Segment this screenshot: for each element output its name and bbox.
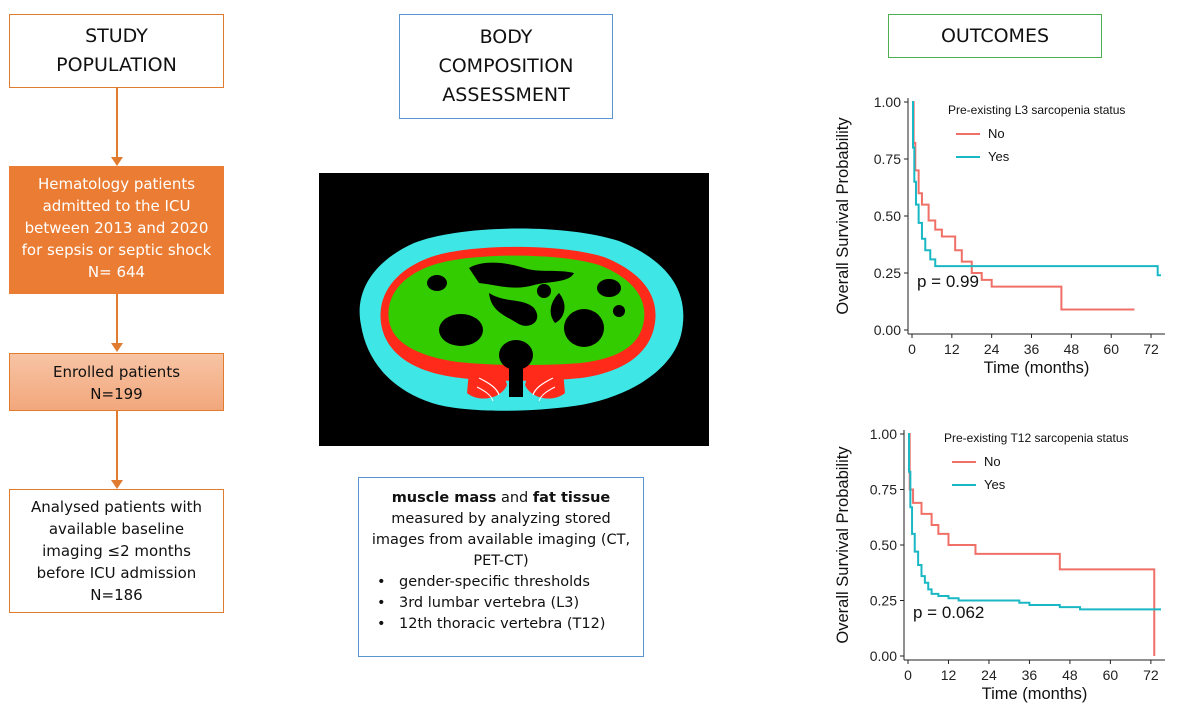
p-value-annotation: p = 0.99 bbox=[917, 272, 979, 291]
y-tick-label: 0.50 bbox=[874, 208, 901, 224]
box2-line1: Enrolled patients bbox=[52, 363, 181, 381]
connector-2 bbox=[116, 294, 118, 344]
x-tick-label: 48 bbox=[1062, 667, 1078, 683]
y-tick-label: 0.25 bbox=[870, 593, 897, 609]
x-tick-label: 0 bbox=[904, 667, 912, 683]
desc-line2: measured by analyzing stored bbox=[391, 511, 611, 527]
box3-line2: available baseline bbox=[48, 520, 185, 538]
y-axis-label: Overall Survival Probability bbox=[834, 117, 852, 315]
bullet-t12: 12th thoracic vertebra (T12) bbox=[377, 614, 643, 635]
fat-tissue-label: fat tissue bbox=[532, 490, 611, 506]
study-title-line1: STUDY bbox=[85, 25, 148, 47]
legend-label-yes: Yes bbox=[984, 477, 1006, 492]
x-axis-label: Time (months) bbox=[982, 685, 1088, 703]
box1-line3: between 2013 and 2020 bbox=[24, 219, 209, 237]
x-tick-label: 12 bbox=[944, 341, 960, 357]
y-tick-label: 1.00 bbox=[874, 94, 901, 110]
arrow-2 bbox=[111, 343, 123, 352]
x-tick-label: 12 bbox=[941, 667, 957, 683]
body-composition-header: BODY COMPOSITION ASSESSMENT bbox=[399, 14, 613, 119]
y-tick-label: 0.75 bbox=[870, 482, 897, 498]
connector-3 bbox=[116, 411, 118, 481]
desc-line4: PET-CT) bbox=[473, 553, 529, 569]
box3-line1: Analysed patients with bbox=[30, 498, 203, 516]
x-axis-label: Time (months) bbox=[984, 359, 1090, 377]
population-box-analysed: Analysed patients with available baselin… bbox=[9, 489, 224, 613]
legend-label-no: No bbox=[984, 454, 1001, 469]
bullet-l3: 3rd lumbar vertebra (L3) bbox=[377, 593, 643, 614]
box1-line2: admitted to the ICU bbox=[42, 197, 191, 215]
y-tick-label: 0.00 bbox=[870, 648, 897, 664]
x-tick-label: 24 bbox=[984, 341, 1000, 357]
box1-line4: for sepsis or septic shock bbox=[21, 241, 212, 259]
legend-title: Pre-existing T12 sarcopenia status bbox=[944, 431, 1129, 445]
desc-line1: muscle mass and fat tissue bbox=[359, 488, 643, 509]
threshold-list: gender-specific thresholds 3rd lumbar ve… bbox=[359, 572, 643, 635]
outcomes-header: OUTCOMES bbox=[888, 14, 1102, 58]
study-title-line2: POPULATION bbox=[56, 54, 177, 76]
x-tick-label: 24 bbox=[981, 667, 997, 683]
population-box-admitted: Hematology patients admitted to the ICU … bbox=[9, 166, 224, 294]
muscle-mass-label: muscle mass bbox=[391, 490, 497, 506]
x-tick-label: 48 bbox=[1064, 341, 1080, 357]
and-label: and bbox=[496, 490, 533, 506]
bc-title-line1: BODY bbox=[479, 26, 533, 48]
x-tick-label: 36 bbox=[1022, 667, 1038, 683]
survival-curve-no bbox=[908, 433, 1156, 656]
x-tick-label: 0 bbox=[908, 341, 916, 357]
desc-line3: images from available imaging (CT, bbox=[371, 532, 631, 548]
p-value-annotation: p = 0.062 bbox=[913, 603, 984, 622]
legend-title: Pre-existing L3 sarcopenia status bbox=[948, 103, 1125, 117]
connector-1 bbox=[116, 88, 118, 158]
arrow-3 bbox=[111, 480, 123, 489]
y-tick-label: 0.75 bbox=[874, 151, 901, 167]
y-tick-label: 1.00 bbox=[870, 426, 897, 442]
arrow-1 bbox=[111, 157, 123, 166]
survival-curve-yes bbox=[911, 101, 1161, 277]
legend-label-no: No bbox=[988, 126, 1005, 141]
survival-curve-no bbox=[912, 101, 1135, 311]
x-tick-label: 72 bbox=[1143, 341, 1159, 357]
x-tick-label: 36 bbox=[1024, 341, 1040, 357]
box3-line3: imaging ≤2 months bbox=[42, 542, 191, 560]
bc-title-line2: COMPOSITION bbox=[438, 55, 574, 77]
x-tick-label: 72 bbox=[1143, 667, 1159, 683]
x-tick-label: 60 bbox=[1103, 341, 1119, 357]
population-box-enrolled: Enrolled patients N=199 bbox=[9, 353, 224, 411]
y-tick-label: 0.25 bbox=[874, 265, 901, 281]
body-composition-description: muscle mass and fat tissue measured by a… bbox=[358, 477, 644, 657]
outcomes-title: OUTCOMES bbox=[940, 25, 1050, 47]
box3-line5: N=186 bbox=[90, 586, 143, 604]
km-chart-t12: 0.00 0.25 0.50 0.75 1.00 0 12 24 36 48 60 72 Time (m… bbox=[834, 426, 1165, 703]
box2-line2: N=199 bbox=[90, 385, 143, 403]
y-tick-label: 0.50 bbox=[870, 537, 897, 553]
x-tick-label: 60 bbox=[1103, 667, 1119, 683]
study-population-header: STUDY POPULATION bbox=[9, 14, 224, 88]
box1-line1: Hematology patients bbox=[37, 175, 196, 193]
box3-line4: before ICU admission bbox=[36, 564, 197, 582]
legend-label-yes: Yes bbox=[988, 149, 1010, 164]
ct-segmentation-image bbox=[319, 173, 709, 446]
survival-curve-yes bbox=[908, 433, 1161, 611]
y-tick-label: 0.00 bbox=[874, 322, 901, 338]
box1-line5: N= 644 bbox=[87, 263, 146, 281]
bc-title-line3: ASSESSMENT bbox=[442, 84, 570, 106]
bullet-thresholds: gender-specific thresholds bbox=[377, 572, 643, 593]
km-chart-l3: 0.00 0.25 0.50 0.75 1.00 0 12 24 36 48 60 72 Time (m… bbox=[834, 94, 1165, 377]
y-axis-label: Overall Survival Probability bbox=[834, 446, 852, 644]
